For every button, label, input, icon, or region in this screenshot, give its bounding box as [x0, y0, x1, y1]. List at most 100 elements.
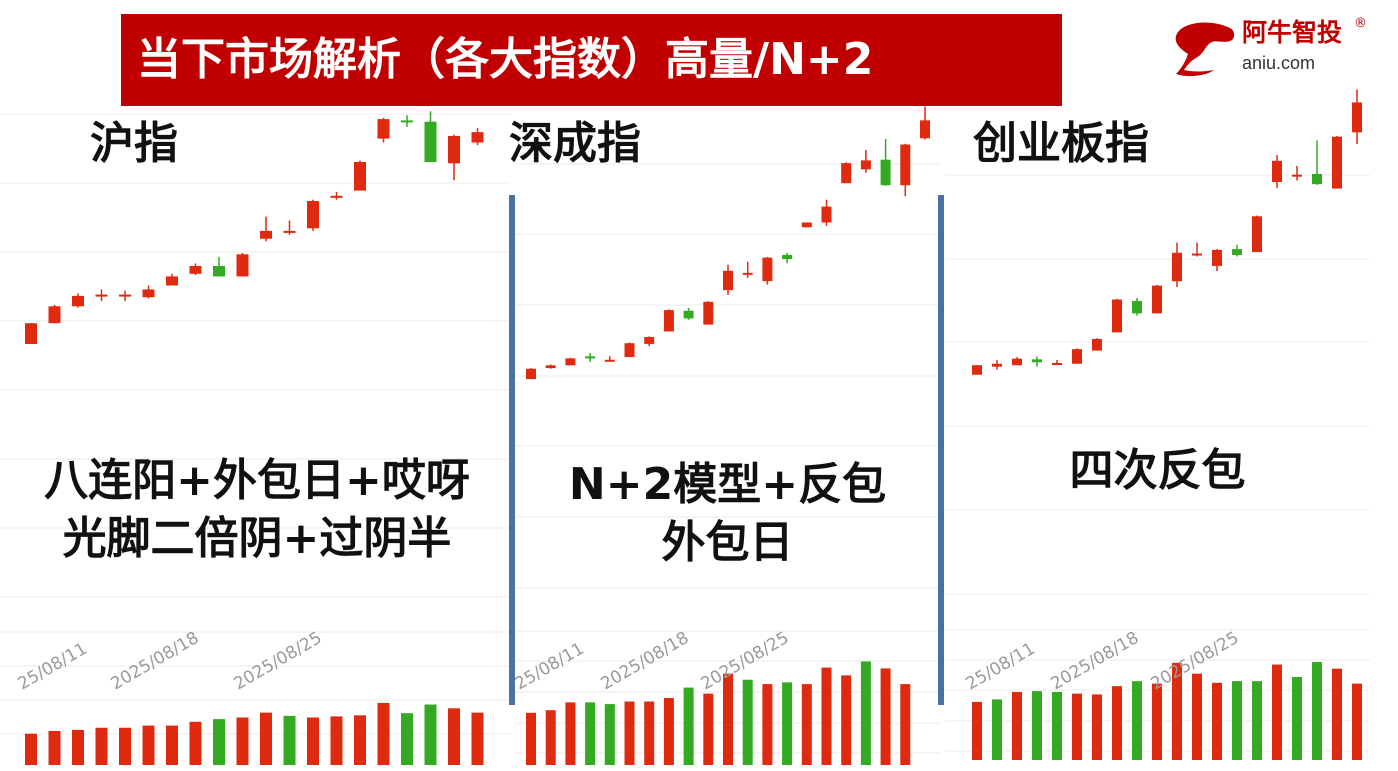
- volume-bar: [1252, 681, 1262, 760]
- date-tick-label: 2025/08/25: [231, 628, 326, 694]
- candle-body: [1352, 102, 1362, 133]
- volume-bar: [424, 704, 437, 765]
- candle-body: [1092, 338, 1102, 351]
- candle-body: [377, 119, 390, 139]
- candle-body: [471, 132, 484, 143]
- volume-bar: [604, 704, 615, 765]
- date-tick-label: 25/08/11: [15, 639, 91, 695]
- volume-bar: [860, 661, 871, 765]
- volume-bar: [142, 725, 155, 765]
- volume-bar: [880, 668, 891, 765]
- panel-title: 深成指: [509, 118, 641, 169]
- volume-bar: [1132, 681, 1142, 760]
- note-line: 八连阳+外包日+哎呀: [44, 455, 470, 506]
- candle-body: [762, 257, 773, 282]
- volume-bar: [1032, 691, 1042, 760]
- candle-body: [283, 230, 296, 233]
- volume-bar: [1232, 681, 1242, 760]
- candle-body: [72, 295, 84, 307]
- candle-body: [401, 120, 413, 123]
- volume-bar: [330, 716, 343, 765]
- candle-body: [166, 276, 178, 286]
- candle-body: [330, 195, 343, 198]
- volume-bar: [526, 712, 536, 765]
- note-line: 光脚二倍阴+过阴半: [62, 513, 452, 564]
- volume-bar: [1192, 673, 1202, 760]
- candle-body: [1052, 363, 1062, 366]
- candle-body: [1152, 285, 1162, 314]
- candle-body: [604, 359, 615, 362]
- registered-mark: ®: [1354, 16, 1367, 31]
- candle-body: [972, 365, 982, 375]
- candle-body: [1212, 249, 1222, 266]
- note-line: 外包日: [661, 517, 794, 568]
- candle-body: [1292, 174, 1302, 177]
- candle-body: [1172, 252, 1182, 282]
- candle-body: [1132, 300, 1142, 314]
- volume-bar: [801, 684, 812, 765]
- candle-body: [683, 310, 694, 319]
- candle-body: [526, 368, 536, 380]
- volume-bar: [1152, 683, 1162, 760]
- volume-bar: [644, 701, 655, 765]
- volume-bar: [1072, 693, 1082, 760]
- candle-body: [1112, 299, 1122, 333]
- panel-title: 沪指: [90, 118, 178, 169]
- candle-body: [992, 363, 1002, 367]
- volume-bar: [663, 698, 674, 765]
- volume-bar: [821, 667, 832, 765]
- candle-body: [119, 294, 131, 297]
- volume-bar: [48, 730, 61, 765]
- volume-bar: [1292, 677, 1302, 760]
- volume-bar: [260, 712, 272, 765]
- candle-body: [703, 301, 714, 325]
- volume-bar: [377, 702, 390, 765]
- candle-body: [545, 365, 556, 369]
- volume-bar: [166, 725, 178, 765]
- volume-bar: [1332, 668, 1342, 760]
- volume-bar: [236, 717, 249, 765]
- candle-body: [742, 272, 753, 275]
- volume-bar: [1012, 691, 1022, 760]
- candle-body: [723, 270, 733, 291]
- candle-body: [841, 163, 852, 184]
- title-banner: 当下市场解析（各大指数）高量/N+2: [121, 14, 1062, 106]
- volume-bar: [471, 712, 484, 765]
- volume-bar: [1352, 683, 1362, 760]
- candle-body: [1032, 359, 1042, 363]
- brand-name-en: aniu.com: [1242, 53, 1316, 73]
- candle-body: [860, 160, 871, 170]
- panel-shenzhen: 25/08/11 2025/08/18 2025/08/25 深成指 N+2模型+反…: [509, 0, 940, 771]
- volume-bar: [782, 682, 793, 765]
- candle-body: [213, 266, 225, 277]
- candle-body: [1332, 136, 1342, 189]
- candle-body: [624, 343, 635, 358]
- candle-body: [48, 306, 61, 324]
- note-line: N+2模型+反包: [568, 459, 887, 510]
- candle-body: [95, 294, 108, 297]
- volume-bar: [1312, 662, 1322, 760]
- volume-bar: [972, 701, 982, 760]
- candle-body: [644, 337, 655, 344]
- candle-body: [1312, 173, 1322, 185]
- volume-bar: [992, 699, 1002, 760]
- candle-body: [920, 120, 930, 139]
- candle-body: [1232, 249, 1242, 255]
- panel-note: 四次反包: [945, 442, 1370, 500]
- volume-bar: [900, 684, 911, 765]
- volume-bar: [1092, 694, 1102, 760]
- panel-divider: [509, 195, 515, 705]
- date-tick-label: 25/08/11: [515, 639, 588, 695]
- volume-bar: [354, 715, 366, 765]
- panel-chinext: 25/08/11 2025/08/18 2025/08/25 创业板指 四次反包: [945, 0, 1370, 771]
- panel-divider: [938, 195, 944, 705]
- brand-logo: 阿牛智投 ® aniu.com: [1170, 14, 1370, 84]
- volume-bar: [703, 693, 714, 765]
- candle-body: [782, 254, 793, 260]
- volume-bar: [307, 717, 319, 765]
- candle-body: [585, 356, 596, 359]
- brand-name-cn: 阿牛智投: [1242, 18, 1343, 47]
- candle-body: [424, 121, 437, 162]
- volume-bar: [119, 727, 131, 765]
- candle-body: [260, 230, 272, 239]
